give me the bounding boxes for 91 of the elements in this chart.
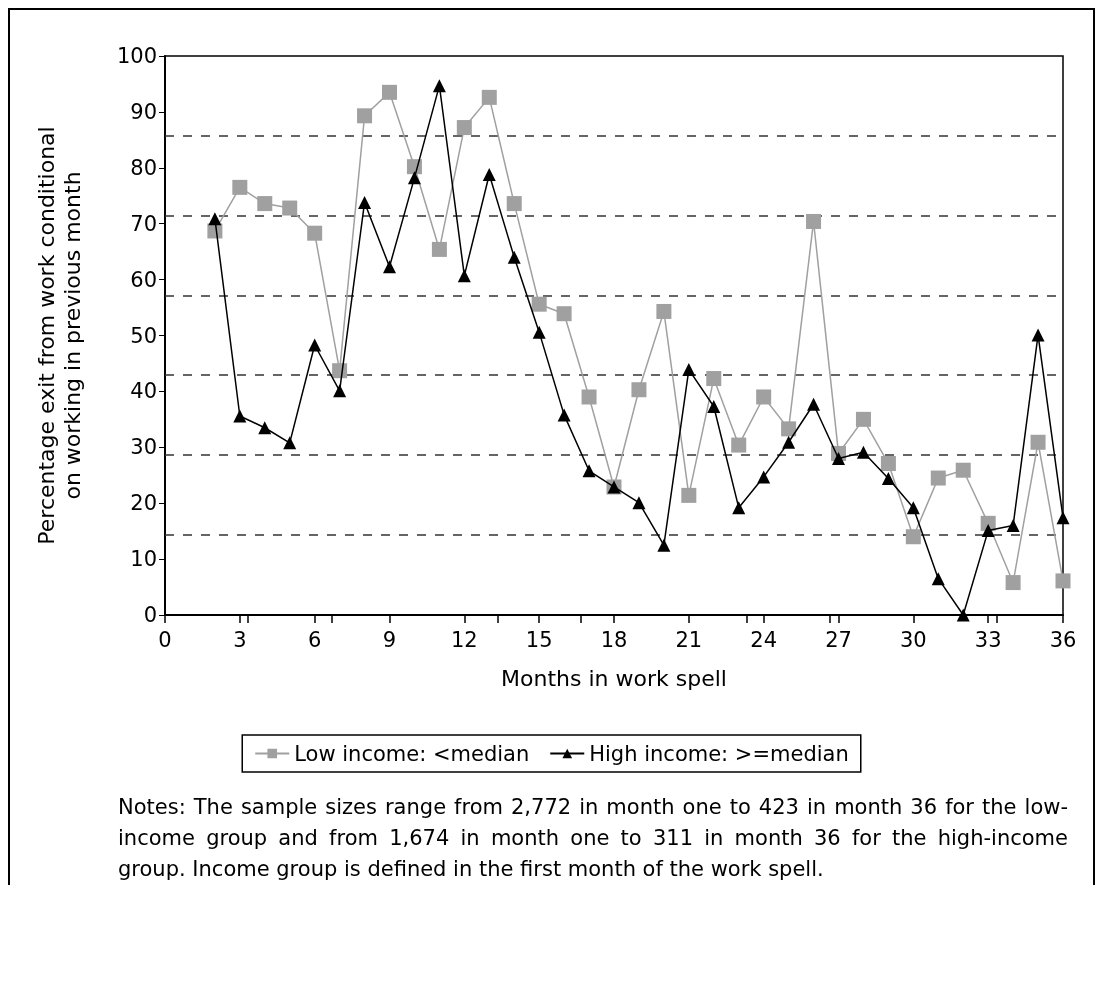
point (308, 338, 322, 352)
point (656, 303, 672, 319)
x-tick-label: 30 (899, 627, 927, 652)
y-tick-label: 20 (130, 491, 157, 516)
x-tick-label: 3 (233, 627, 247, 652)
y-tick-label: 100 (116, 44, 157, 68)
point (383, 260, 396, 274)
point (357, 108, 373, 124)
point (706, 371, 722, 387)
y-tick-label: 0 (143, 603, 157, 627)
point (282, 200, 298, 216)
point (806, 213, 822, 229)
point (532, 325, 546, 339)
point (581, 389, 597, 405)
point (855, 411, 871, 427)
point (1006, 519, 1020, 533)
point (631, 382, 647, 398)
y-tick-label: 50 (130, 323, 157, 348)
point (333, 384, 347, 398)
point (1055, 573, 1071, 589)
point (956, 608, 970, 622)
point (632, 496, 646, 510)
y-tick-label: 70 (130, 211, 157, 236)
text: Notes: The sample sizes range from 2,772 in month one to 423 in month 36 for the low-income group and from 1,674 in month one to 311 in month 36 for the high-income group. Income group is defined in the first month of the work spell. (118, 794, 1068, 883)
point (456, 120, 472, 136)
x-tick-label: 27 (825, 627, 852, 652)
x-tick-label: 15 (525, 627, 553, 652)
point (482, 168, 496, 182)
point (431, 241, 447, 257)
point (283, 436, 297, 450)
point (707, 399, 721, 413)
point (731, 437, 747, 453)
point (905, 529, 921, 545)
x-tick-label: 9 (382, 627, 397, 652)
x-tick-label: 36 (1049, 627, 1077, 652)
y-tick-label: 30 (130, 435, 157, 460)
point (531, 296, 547, 312)
point (382, 84, 397, 100)
x-tick-label: 18 (600, 627, 628, 652)
point (906, 501, 920, 515)
point (582, 464, 596, 478)
point (1056, 511, 1070, 525)
point (782, 435, 796, 449)
point (407, 171, 421, 185)
x-tick-label: 33 (974, 627, 1002, 652)
point (1005, 575, 1021, 591)
y-axis-title: Percentage exit from work conditional on working in previous month (33, 126, 85, 545)
point (208, 212, 222, 226)
point (457, 269, 471, 283)
y-tick-label: 60 (130, 267, 157, 292)
point (756, 389, 772, 405)
y-tick-label: 40 (130, 379, 157, 404)
legend-label: Low income: <median (294, 741, 530, 766)
point (757, 470, 771, 484)
point (807, 397, 821, 411)
x-tick-label: 21 (675, 627, 703, 652)
point (232, 179, 248, 195)
point (931, 572, 945, 586)
point (358, 195, 372, 209)
point (307, 225, 323, 241)
point (506, 196, 522, 212)
point (557, 408, 571, 422)
point (432, 79, 446, 93)
point (781, 421, 797, 437)
y-tick-label: 90 (130, 99, 157, 124)
point (257, 196, 273, 212)
point (981, 524, 995, 538)
point (507, 250, 521, 264)
point (856, 445, 870, 459)
y-tick-label: 80 (130, 155, 157, 180)
point (481, 89, 497, 105)
point (681, 487, 697, 503)
point (880, 456, 896, 472)
x-tick-label: 12 (450, 627, 478, 652)
y-tick-label: 10 (130, 547, 157, 572)
point (233, 409, 247, 423)
x-tick-label: 24 (750, 627, 778, 652)
x-tick-label: 6 (307, 627, 322, 652)
legend-label: High income: >=median (589, 741, 849, 766)
point (657, 538, 671, 552)
point (1031, 328, 1045, 342)
point (881, 472, 895, 486)
point (832, 451, 845, 465)
point (732, 501, 746, 515)
point (556, 306, 572, 322)
x-axis-title: Months in work spell (501, 665, 727, 691)
point (258, 421, 272, 435)
point (682, 363, 696, 377)
point (1030, 434, 1046, 450)
point (930, 470, 946, 486)
point (955, 462, 971, 478)
